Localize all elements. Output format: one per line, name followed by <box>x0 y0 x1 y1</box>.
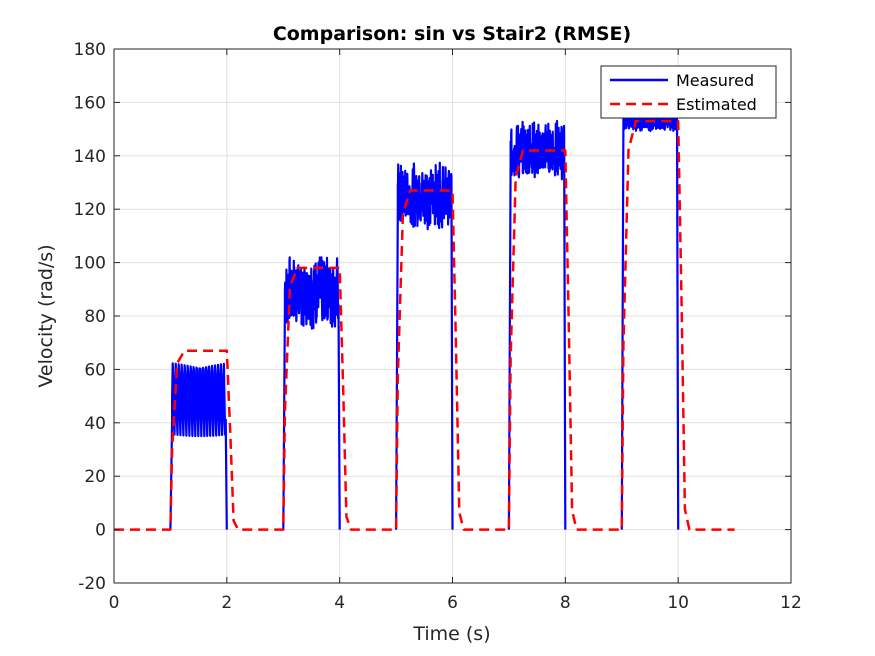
y-axis-label: Velocity (rad/s) <box>35 244 57 387</box>
y-tick-label: 60 <box>84 360 106 380</box>
y-tick-label: 20 <box>84 467 106 487</box>
legend-label-estimated: Estimated <box>676 95 757 114</box>
y-tick-label: 100 <box>74 254 106 274</box>
x-tick-label: 6 <box>447 593 458 613</box>
y-tick-label: 180 <box>74 40 106 60</box>
legend: Measured Estimated <box>600 65 777 119</box>
y-tick-label: 120 <box>74 200 106 220</box>
x-tick-label: 4 <box>334 593 345 613</box>
x-axis-label: Time (s) <box>412 623 490 645</box>
x-tick-label: 12 <box>780 593 802 613</box>
chart-title: Comparison: sin vs Stair2 (RMSE) <box>273 23 631 45</box>
y-tick-label: 80 <box>84 307 106 327</box>
x-tick-label: 10 <box>667 593 689 613</box>
measured-series-step <box>507 119 567 530</box>
x-tick-label: 8 <box>560 593 571 613</box>
y-tick-label: 0 <box>95 521 106 541</box>
x-tick-label: 2 <box>221 593 232 613</box>
measured-series-step <box>282 256 341 530</box>
estimated-series-line <box>114 119 735 531</box>
y-tick-label: -20 <box>78 574 106 594</box>
measured-series-step <box>395 161 454 530</box>
y-tick-label: 40 <box>84 414 106 434</box>
y-tick-label: 140 <box>74 147 106 167</box>
legend-label-measured: Measured <box>676 71 754 90</box>
legend-box <box>600 65 777 119</box>
y-tick-label: 160 <box>74 93 106 113</box>
x-tick-label: 0 <box>109 593 120 613</box>
measured-series-step <box>169 362 228 530</box>
